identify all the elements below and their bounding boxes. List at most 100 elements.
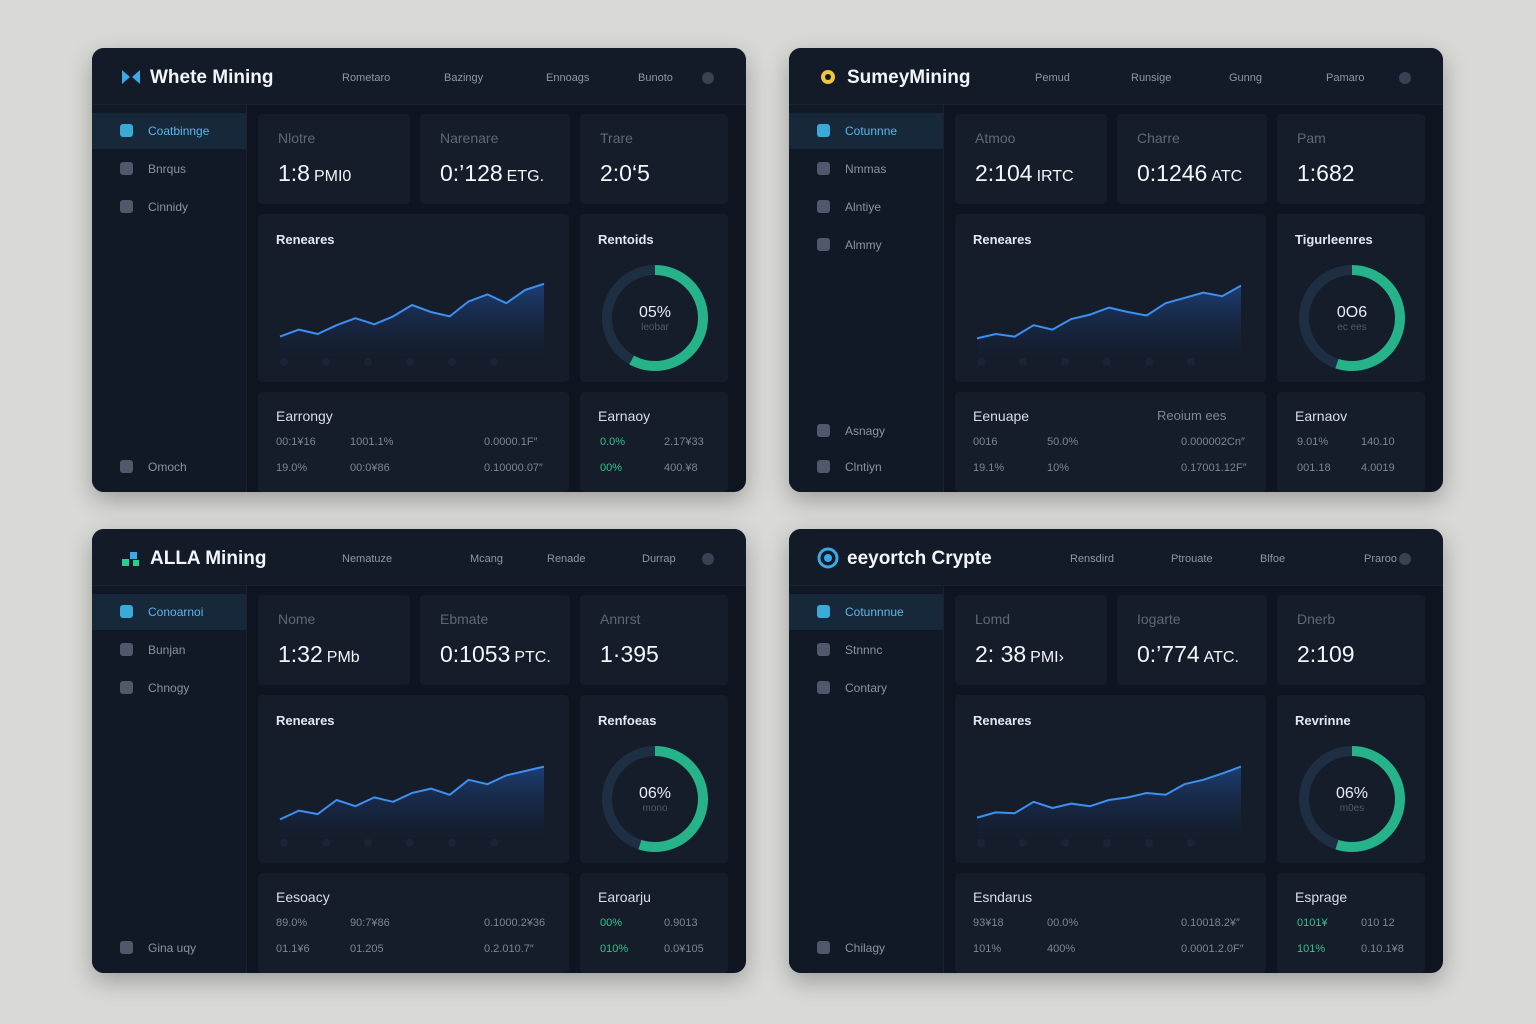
donut-title: Tigurleenres	[1295, 232, 1373, 247]
chart-line	[279, 282, 545, 338]
stat-card: Atmoo 2:104 IRTC	[955, 114, 1107, 204]
earnings-summary-card: Esprage 0101¥ 010 12 101% 0.10.1¥8	[1277, 873, 1425, 973]
earnings-title: Eenuape	[973, 408, 1030, 424]
nav-item[interactable]: Runsige	[1131, 72, 1172, 84]
stat-label: Narenare	[440, 130, 499, 146]
top-bar: Whete Mining Rometaro Bazingy Ennoags Bunoto	[92, 48, 746, 105]
earnings-summary-cell: 0.0¥105	[664, 943, 704, 955]
stat-value: 1:682	[1297, 160, 1355, 187]
sidebar-item[interactable]: Cotunnne	[789, 113, 943, 149]
stat-label: Ebmate	[440, 611, 489, 627]
menu-item-icon	[120, 124, 133, 137]
progress-donut	[1299, 746, 1405, 852]
donut-title: Renfoeas	[598, 713, 657, 728]
sidebar-item-label: Stnnnc	[845, 643, 883, 657]
earnings-cell: 400%	[1047, 943, 1076, 955]
earnings-cell: 93¥18	[973, 917, 1004, 929]
sidebar-item[interactable]: Contary	[789, 670, 943, 706]
nav-item[interactable]: Bazingy	[444, 72, 484, 84]
sidebar-item[interactable]: Coatbinnge	[92, 113, 246, 149]
nav-item[interactable]: Renade	[547, 553, 586, 565]
earnings-summary-cell: 001.18	[1297, 462, 1331, 474]
sidebar-item[interactable]: Chnogy	[92, 670, 246, 706]
stat-label: Dnerb	[1297, 611, 1336, 627]
sidebar-item-bottom[interactable]: Asnagy	[789, 413, 943, 449]
nav-item[interactable]: Mcang	[470, 553, 504, 565]
nav-item[interactable]: Pamaro	[1326, 72, 1365, 84]
axis-tick-mark	[280, 839, 288, 847]
stat-value: 0:1053 PTC.	[440, 641, 551, 668]
stat-number: 2:104	[975, 160, 1033, 186]
nav-item[interactable]: Bunoto	[638, 72, 673, 84]
sidebar-item[interactable]: Bunjan	[92, 632, 246, 668]
user-icon[interactable]	[1399, 553, 1411, 565]
nav-item[interactable]: Praroo	[1364, 553, 1398, 565]
sidebar-item[interactable]: Nmmas	[789, 151, 943, 187]
sidebar-item-label: Chnogy	[148, 681, 190, 695]
user-icon[interactable]	[702, 72, 714, 84]
nav-item[interactable]: Durrap	[642, 553, 676, 565]
user-icon[interactable]	[1399, 72, 1411, 84]
earnings-cell: 01.205	[350, 943, 384, 955]
axis-tick-mark	[1103, 839, 1111, 847]
stat-label: Nlotre	[278, 130, 316, 146]
nav-item[interactable]: Rensdird	[1070, 553, 1115, 565]
earnings-card: Eenuape Reoium ees 0016 50.0% 0.000002Cn″ 19.…	[955, 392, 1266, 492]
revenue-chart-card: Reneares	[955, 695, 1266, 863]
sidebar-item[interactable]: Cotunnnue	[789, 594, 943, 630]
earnings-cell: 00.0%	[1047, 917, 1079, 929]
user-icon[interactable]	[702, 553, 714, 565]
revenue-chart-card: Reneares	[258, 695, 569, 863]
nav-item[interactable]: Ptrouate	[1171, 553, 1213, 565]
sidebar-item[interactable]: Cinnidy	[92, 189, 246, 225]
menu-item-icon	[817, 124, 830, 137]
stat-value: 2: 38 PMI›	[975, 641, 1064, 668]
axis-tick-mark	[1061, 839, 1069, 847]
donut-card: Tigurleenres 0O6 ec ees	[1277, 214, 1425, 382]
axis-tick-mark	[448, 358, 456, 366]
nav-item[interactable]: Pemud	[1035, 72, 1070, 84]
menu-item-icon	[817, 200, 830, 213]
stat-unit: PMb	[326, 649, 360, 666]
revenue-line-chart	[279, 765, 545, 847]
axis-tick-mark	[1103, 358, 1111, 366]
sidebar-item-bottom[interactable]: Omoch	[92, 449, 246, 485]
sidebar-item-bottom[interactable]: Chilagy	[789, 930, 943, 966]
earnings-summary-card: Earnaov 9.01% 140.10 001.18 4.0019	[1277, 392, 1425, 492]
donut-card: Revrinne 06% m0es	[1277, 695, 1425, 863]
sidebar-item[interactable]: Conoarnoi	[92, 594, 246, 630]
nav-item[interactable]: Gunng	[1229, 72, 1263, 84]
stat-number: 1:682	[1297, 160, 1355, 186]
earnings-cell: 1001.1%	[350, 436, 394, 448]
axis-tick-mark	[280, 358, 288, 366]
sidebar-item-label: Almmy	[845, 238, 882, 252]
donut-card: Rentoids 05% leobar	[580, 214, 728, 382]
gear-logo-icon	[817, 66, 839, 88]
nav-item[interactable]: Rometaro	[342, 72, 391, 84]
sidebar-item[interactable]: Bnrqus	[92, 151, 246, 187]
earnings-cell: 0.10000.07″	[484, 462, 543, 474]
earnings-title: Earrongy	[276, 408, 333, 424]
sidebar-item-bottom[interactable]: Clntiyn	[789, 449, 943, 485]
butterfly-logo-icon	[120, 66, 142, 88]
sidebar-item[interactable]: Almmy	[789, 227, 943, 263]
earnings-card: Esndarus 93¥18 00.0% 0.10018.2¥″ 101% 400% 0.0…	[955, 873, 1266, 973]
sidebar-item[interactable]: Stnnnc	[789, 632, 943, 668]
stat-card: Charre 0:1246 ATC	[1117, 114, 1267, 204]
stat-unit: ATC.	[1203, 649, 1239, 666]
earnings-summary-cell: 00%	[600, 917, 623, 929]
chart-line	[279, 765, 545, 821]
chart-title: Reneares	[973, 713, 1032, 728]
axis-tick-mark	[1019, 839, 1027, 847]
sidebar-item[interactable]: Alntiye	[789, 189, 943, 225]
top-bar: ALLA Mining Nematuze Mcang Renade Durrap	[92, 529, 746, 586]
stat-number: 1:8	[278, 160, 310, 186]
sidebar-item-bottom[interactable]: Gina uqy	[92, 930, 246, 966]
earnings-subtitle: Reoium ees	[1157, 408, 1227, 423]
nav-item[interactable]: Blfoe	[1260, 553, 1286, 565]
donut-subtitle: m0es	[1339, 803, 1365, 814]
nav-item[interactable]: Ennoags	[546, 72, 590, 84]
stat-unit: PMI›	[1030, 649, 1064, 666]
nav-item[interactable]: Nematuze	[342, 553, 393, 565]
earnings-cell: 19.0%	[276, 462, 308, 474]
